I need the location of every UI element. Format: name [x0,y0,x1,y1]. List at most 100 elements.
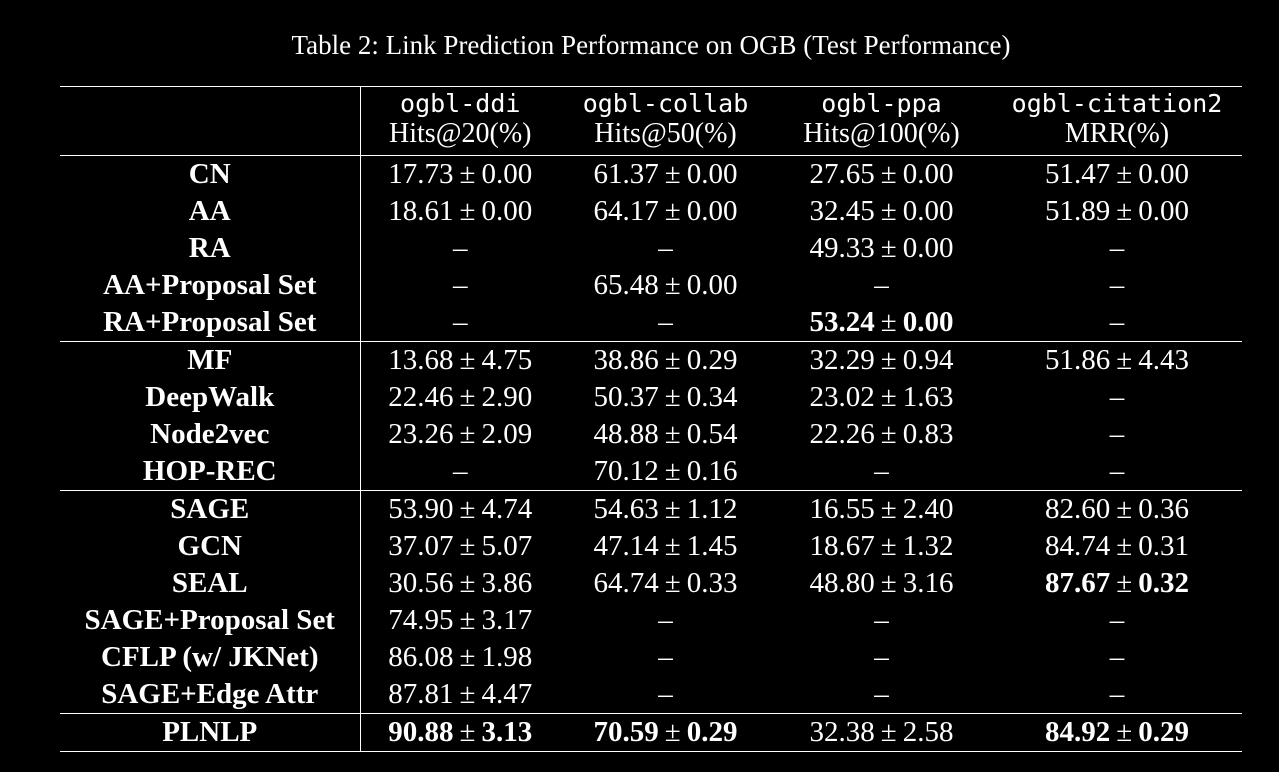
result-cell: 61.37 ±0.00 [560,155,771,193]
plus-minus-symbol: ± [880,716,897,748]
table-row: AA+Proposal Set – 65.48 ±0.00 – – [60,267,1242,304]
result-cell: – [1109,232,1125,264]
result-cell: – [453,306,468,338]
std-value: 0.00 [481,195,533,227]
std-value: 2.90 [481,381,533,413]
method-name: SAGE+Proposal Set [60,602,361,639]
plus-minus-symbol: ± [664,158,681,190]
result-cell: 22.26 ±0.83 [771,416,992,453]
header-corner [60,86,361,119]
result-cell: 53.24 ±0.00 [771,304,992,342]
method-name: RA+Proposal Set [60,304,361,342]
result-cell: 32.45 ±0.00 [771,193,992,230]
mean-value: 84.74 [1045,530,1111,562]
method-name: SAGE+Edge Attr [60,676,361,714]
table-row: DeepWalk 22.46 ±2.90 50.37 ±0.34 23.02 ±1.63– [60,379,1242,416]
result-cell: 87.81 ±4.47 [360,676,560,714]
mean-value: 87.67 [1045,567,1111,599]
table-row: HOP-REC – 70.12 ±0.16 – – [60,453,1242,491]
std-value: 0.54 [686,418,738,450]
std-value: 0.29 [686,716,738,748]
mean-value: 74.95 [388,604,454,636]
result-cell: 48.80 ±3.16 [771,565,992,602]
plus-minus-symbol: ± [664,195,681,227]
mean-value: 61.37 [593,158,659,190]
result-cell: – [1109,306,1125,338]
mean-value: 32.45 [809,195,875,227]
plus-minus-symbol: ± [880,306,897,338]
result-cell: 65.48 ±0.00 [560,267,771,304]
result-cell: 54.63 ±1.12 [560,490,771,528]
std-value: 0.16 [686,455,738,487]
method-name: GCN [60,528,361,565]
mean-value: 23.02 [809,381,875,413]
std-value: 0.94 [902,344,954,376]
method-name: DeepWalk [60,379,361,416]
mean-value: 32.29 [809,344,875,376]
table-row: MF 13.68 ±4.75 38.86 ±0.29 32.29 ±0.94 51.86 ±4.… [60,341,1242,379]
result-cell: – [874,604,889,636]
result-cell: 64.74 ±0.33 [560,565,771,602]
std-value: 0.32 [1138,567,1189,599]
std-value: 2.09 [481,418,533,450]
result-cell: 84.92 ±0.29 [992,713,1242,752]
method-name: RA [60,230,361,267]
std-value: 0.00 [902,232,954,264]
result-cell: 48.88 ±0.54 [560,416,771,453]
method-name: AA+Proposal Set [60,267,361,304]
table-caption: Table 2: Link Prediction Performance on … [291,30,1011,60]
plus-minus-symbol: ± [459,604,476,636]
table-row: CN 17.73 ±0.00 61.37 ±0.00 27.65 ±0.00 51.47 ±0.… [60,155,1242,193]
mean-value: 53.24 [809,306,875,338]
std-value: 0.31 [1138,530,1189,562]
method-name: Node2vec [60,416,361,453]
std-value: 1.63 [902,381,954,413]
mean-value: 51.89 [1045,195,1111,227]
method-name: CN [60,155,361,193]
plus-minus-symbol: ± [459,158,476,190]
mean-value: 53.90 [388,493,454,525]
plus-minus-symbol: ± [664,455,681,487]
result-cell: 27.65 ±0.00 [771,155,992,193]
mean-value: 18.61 [388,195,454,227]
mean-value: 51.86 [1045,344,1111,376]
table-row: SAGE+Edge Attr 87.81 ±4.47– – – [60,676,1242,714]
mean-value: 50.37 [593,381,659,413]
result-cell: 17.73 ±0.00 [360,155,560,193]
result-cell: – [453,269,468,301]
mean-value: 47.14 [593,530,659,562]
std-value: 1.32 [902,530,954,562]
method-name: MF [60,341,361,379]
mean-value: 38.86 [593,344,659,376]
plus-minus-symbol: ± [664,269,681,301]
result-cell: – [1109,381,1125,413]
plus-minus-symbol: ± [664,493,681,525]
result-cell: – [874,269,889,301]
result-cell: 32.29 ±0.94 [771,341,992,379]
std-value: 0.00 [902,306,954,338]
header-row-metrics: Hits@20(%) Hits@50(%) Hits@100(%) MRR(%) [60,119,1242,156]
mean-value: 13.68 [388,344,454,376]
plus-minus-symbol: ± [1116,158,1133,190]
result-cell: 51.47 ±0.00 [992,155,1242,193]
std-value: 4.47 [481,678,533,710]
mean-value: 86.08 [388,641,454,673]
method-name: PLNLP [60,713,361,752]
mean-value: 32.38 [809,716,875,748]
metric-header: Hits@100(%) [803,118,960,149]
mean-value: 51.47 [1045,158,1111,190]
result-cell: 18.61 ±0.00 [360,193,560,230]
result-cell: 23.02 ±1.63 [771,379,992,416]
result-cell: 84.74 ±0.31 [992,528,1242,565]
plus-minus-symbol: ± [880,493,897,525]
results-table: ogbl-ddi ogbl-collab ogbl-ppa ogbl-citat… [60,86,1242,752]
plus-minus-symbol: ± [664,567,681,599]
result-cell: 37.07 ±5.07 [360,528,560,565]
method-name: CFLP (w/ JKNet) [60,639,361,676]
result-cell: 49.33 ±0.00 [771,230,992,267]
std-value: 0.83 [902,418,954,450]
result-cell: – [658,232,673,264]
std-value: 5.07 [481,530,533,562]
result-cell: 30.56 ±3.86 [360,565,560,602]
std-value: 0.29 [686,344,738,376]
